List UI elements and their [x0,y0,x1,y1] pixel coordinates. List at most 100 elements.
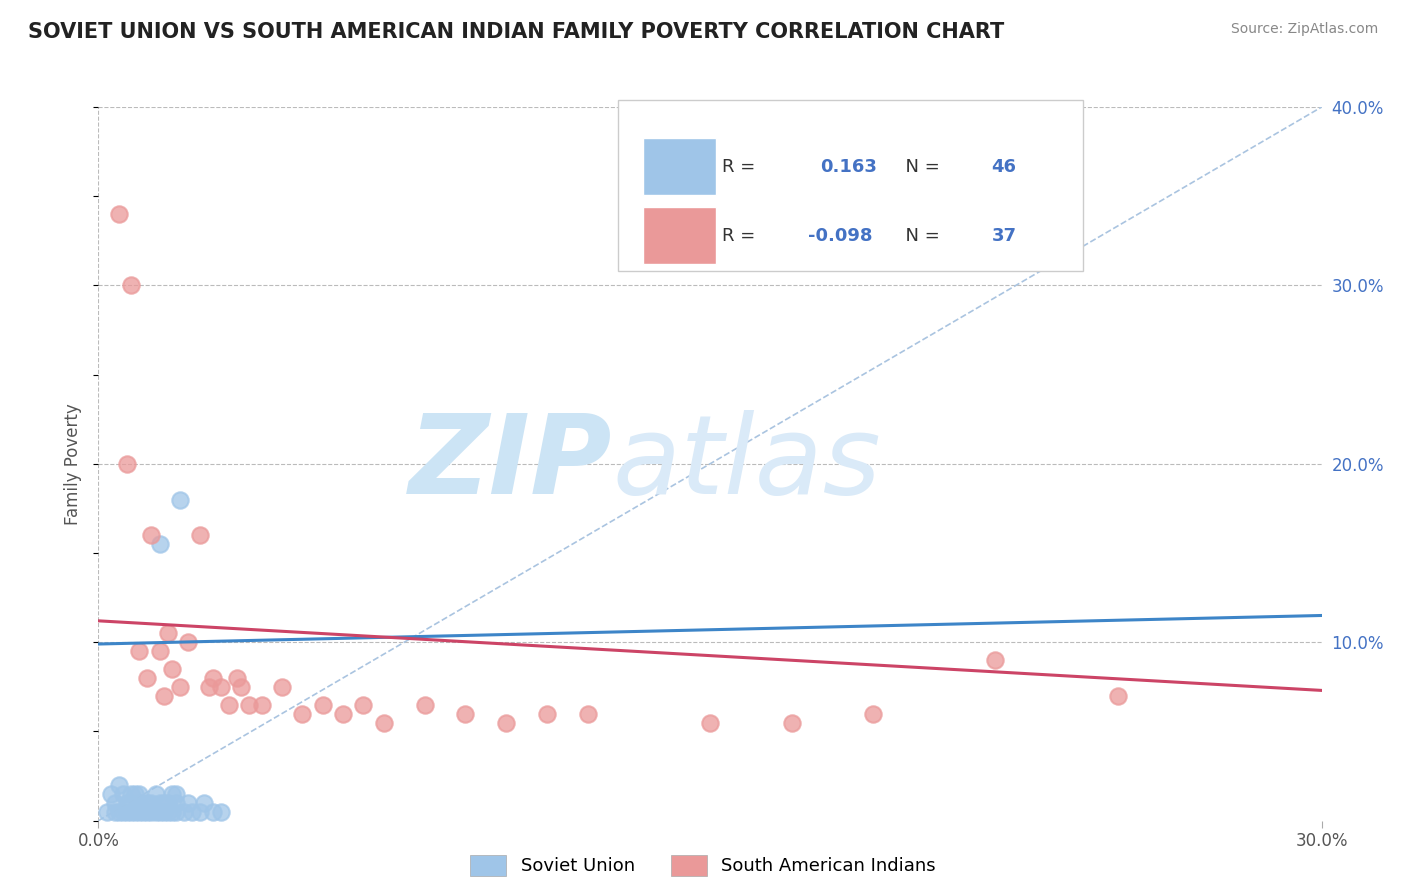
FancyBboxPatch shape [619,100,1083,271]
Point [201,671,224,685]
Point [108,805,131,819]
Point [136,671,159,685]
Point [108,778,131,792]
Point [332,706,354,721]
Point [231,680,253,694]
Point [152,796,174,810]
Point [862,706,884,721]
Point [145,787,167,801]
Point [132,805,155,819]
Y-axis label: Family Poverty: Family Poverty [65,403,83,524]
Point [160,662,183,676]
Point [152,805,174,819]
Text: atlas: atlas [612,410,880,517]
Point [1107,689,1129,703]
Point [120,796,142,810]
Point [111,805,134,819]
Point [124,805,146,819]
Point [188,528,212,542]
Point [291,706,314,721]
Point [141,796,163,810]
Point [169,492,191,507]
Point [100,787,122,801]
Point [209,680,232,694]
Text: 37: 37 [991,227,1017,244]
Point [576,706,599,721]
Point [495,715,517,730]
Text: 0.163: 0.163 [820,158,877,176]
Point [104,796,127,810]
Point [120,805,142,819]
Point [780,715,803,730]
Point [160,805,183,819]
Point [250,698,273,712]
Point [238,698,260,712]
Point [136,805,159,819]
Point [149,537,172,551]
Point [373,715,395,730]
Point [160,787,183,801]
Point [156,796,179,810]
FancyBboxPatch shape [643,207,716,264]
Point [149,644,172,658]
Point [156,805,179,819]
Point [156,626,179,640]
Text: 46: 46 [991,158,1017,176]
Point [141,805,163,819]
Point [177,796,200,810]
Point [141,528,163,542]
Point [536,706,558,721]
Point [413,698,436,712]
Point [984,653,1007,667]
Point [120,278,142,293]
Text: SOVIET UNION VS SOUTH AMERICAN INDIAN FAMILY POVERTY CORRELATION CHART: SOVIET UNION VS SOUTH AMERICAN INDIAN FA… [28,22,1004,42]
Point [149,796,172,810]
Point [454,706,477,721]
FancyBboxPatch shape [643,138,716,195]
Point [108,207,131,221]
Point [169,680,191,694]
Point [181,805,204,819]
Point [115,457,138,471]
Point [165,805,187,819]
Point [270,680,294,694]
Point [173,805,195,819]
Point [128,644,150,658]
Point [209,805,232,819]
Point [177,635,200,649]
Point [115,805,138,819]
Point [124,787,146,801]
Point [352,698,374,712]
Point [197,680,219,694]
Point [218,698,240,712]
Point [104,805,127,819]
Legend: Soviet Union, South American Indians: Soviet Union, South American Indians [463,847,943,883]
Text: -0.098: -0.098 [808,227,872,244]
Text: R =: R = [723,158,761,176]
Text: N =: N = [894,227,945,244]
Point [193,796,215,810]
Point [128,796,150,810]
Text: R =: R = [723,227,761,244]
Point [128,805,150,819]
Point [145,805,167,819]
Point [136,796,159,810]
Point [188,805,212,819]
Point [226,671,249,685]
Text: ZIP: ZIP [409,410,612,517]
Point [152,689,174,703]
Point [165,787,187,801]
Point [111,787,134,801]
Point [128,787,150,801]
Point [165,796,187,810]
Point [699,715,721,730]
Point [312,698,335,712]
Text: Source: ZipAtlas.com: Source: ZipAtlas.com [1230,22,1378,37]
Text: N =: N = [894,158,945,176]
Point [201,805,224,819]
Point [132,796,155,810]
Point [120,787,142,801]
Point [115,796,138,810]
Point [149,805,172,819]
Point [96,805,118,819]
